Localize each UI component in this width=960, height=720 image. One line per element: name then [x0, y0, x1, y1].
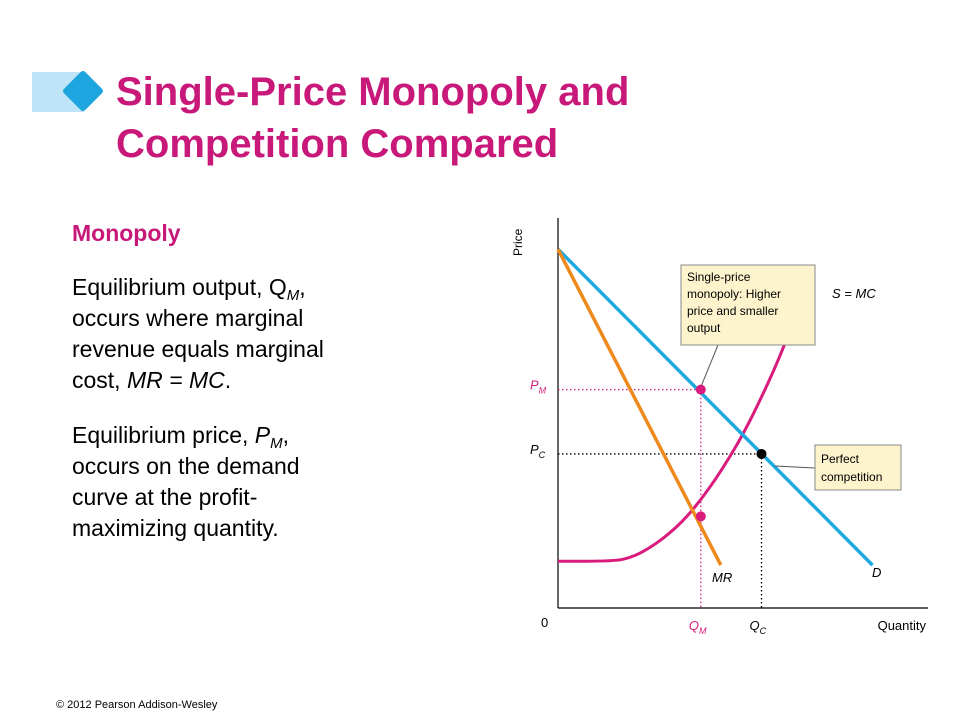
- para1-line-1-text: Equilibrium output, Q: [72, 274, 287, 300]
- monopoly-text-column: Monopoly Equilibrium output, QM, occurs …: [72, 218, 472, 568]
- equilibrium-price-paragraph: Equilibrium price, PM, occurs on the dem…: [72, 420, 472, 544]
- monopoly-annotation-line-2: monopoly: Higher: [687, 287, 781, 301]
- monopoly-annotation-box: [680, 264, 816, 346]
- pm-subscript: M: [270, 435, 283, 452]
- x-axis-label: Quantity: [878, 618, 927, 633]
- demand-label: D: [872, 565, 881, 580]
- para1-line-4: cost, MR = MC.: [72, 367, 232, 393]
- monopoly-annotation-line-3: price and smaller: [687, 304, 778, 318]
- monopoly-heading: Monopoly: [72, 220, 181, 246]
- para1-line-1: Equilibrium output, QM,: [72, 272, 472, 303]
- equilibrium-output-paragraph: Equilibrium output, QM, occurs where mar…: [72, 272, 472, 396]
- y-axis-label: Price: [511, 228, 525, 256]
- para2-line-2: occurs on the demand: [72, 453, 300, 479]
- para2-line-1: Equilibrium price, PM,: [72, 422, 290, 452]
- monopoly-vs-competition-chart: Price Quantity 0 D MR S = MC Single-pric…: [511, 218, 928, 636]
- marginal-revenue-curve: [556, 248, 723, 566]
- monopoly-price-point: [695, 384, 706, 395]
- mr-label: MR: [712, 570, 732, 585]
- slide-title-line-2: Competition Compared: [116, 122, 559, 166]
- mr-equals-mc: MR = MC: [126, 367, 225, 393]
- qc-tick-label: QC: [750, 618, 767, 636]
- para1-line-1-comma: ,: [299, 274, 306, 300]
- monopoly-annotation-leader: [699, 344, 719, 390]
- slide-title: Single-Price Monopoly and Competition Co…: [116, 66, 916, 170]
- para2-line-4: maximizing quantity.: [72, 515, 279, 541]
- monopoly-annotation-line-1: Single-price: [687, 270, 751, 284]
- monopoly-mr-mc-point: [695, 511, 706, 522]
- demand-curve: [556, 247, 874, 567]
- supply-mc-curve: [557, 287, 804, 563]
- copyright-notice: © 2012 Pearson Addison-Wesley: [56, 699, 218, 711]
- mc-label: S = MC: [832, 286, 876, 301]
- competition-annotation-box: [814, 444, 902, 491]
- monopoly-annotation: Single-price monopoly: Higher price and …: [680, 264, 816, 390]
- para1-line-3: revenue equals marginal: [72, 336, 324, 362]
- competition-annotation: Perfect competition: [774, 444, 902, 491]
- pm-symbol: P: [254, 422, 271, 448]
- competitive-equilibrium-point: [756, 448, 767, 459]
- pm-tick-label: PM: [530, 378, 547, 396]
- monopoly-annotation-line-4: output: [687, 321, 721, 335]
- qm-tick-label: QM: [689, 618, 707, 636]
- competition-annotation-line-1: Perfect: [821, 452, 860, 466]
- slide-title-line-1: Single-Price Monopoly and: [116, 70, 630, 114]
- origin-label: 0: [541, 615, 548, 630]
- competition-annotation-line-2: competition: [821, 470, 882, 484]
- qm-subscript: M: [286, 287, 300, 304]
- competition-annotation-leader: [774, 465, 816, 469]
- pc-tick-label: PC: [530, 442, 546, 460]
- para1-line-2: occurs where marginal: [72, 305, 304, 331]
- para2-line-3: curve at the profit-: [72, 484, 258, 510]
